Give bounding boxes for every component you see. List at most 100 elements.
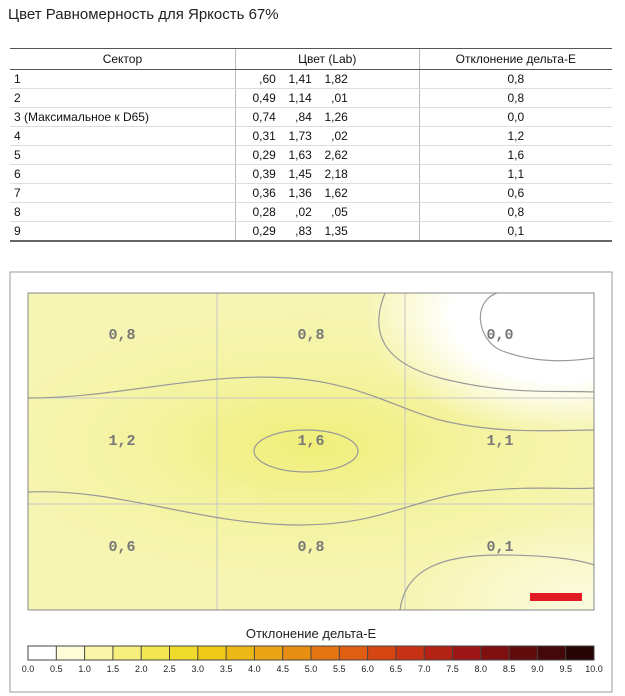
cell-value: 1,2 [108, 433, 135, 450]
colorbar-tick-label: 5.0 [305, 664, 318, 674]
table-row: 6 0,39 1,45 2,18 1,1 [10, 164, 612, 184]
contours [28, 293, 594, 610]
table-row: 3 (Максимальное к D65) 0,74 ,84 1,26 0,0 [10, 107, 612, 127]
cell-value: 0,8 [108, 327, 135, 344]
sector-cell: 3 (Максимальное к D65) [10, 107, 236, 127]
cell-value: 1,6 [297, 433, 324, 450]
lab-value: 0,39 [252, 167, 276, 181]
lab-cell: 0,49 1,14 ,01 [234, 88, 420, 108]
colorbar-segment [339, 646, 368, 660]
sector-cell: 5 [10, 145, 236, 165]
cell-value: 0,0 [486, 327, 513, 344]
sector-cell: 9 [10, 221, 236, 242]
column-header: Отклонение дельта-E [418, 48, 612, 70]
table-row: 5 0,29 1,63 2,62 1,6 [10, 145, 612, 165]
lab-value: ,60 [259, 72, 276, 86]
colorbar-tick-label: 8.0 [475, 664, 488, 674]
colorbar-tick-label: 6.0 [361, 664, 374, 674]
header-row: Сектор Цвет (Lab) Отклонение дельта-E [10, 48, 612, 70]
lab-value: ,84 [295, 110, 312, 124]
cell-value: 1,1 [486, 433, 513, 450]
lab-value: ,02 [331, 129, 348, 143]
colorbar-segment [480, 646, 510, 660]
lab-value: 1,82 [324, 72, 348, 86]
table-row: 1 ,60 1,41 1,82 0,8 [10, 69, 612, 89]
sector-cell: 6 [10, 164, 236, 184]
colorbar-segment [169, 646, 198, 660]
lab-value: 0,74 [252, 110, 276, 124]
colorbar-segment [367, 646, 396, 660]
lab-value: 0,49 [252, 91, 276, 105]
lab-cell: 0,29 ,83 1,35 [234, 221, 420, 242]
colorbar-tick-label: 10.0 [585, 664, 603, 674]
colorbar-tick-label: 8.5 [503, 664, 516, 674]
table-row: 4 0,31 1,73 ,02 1,2 [10, 126, 612, 146]
delta-e-cell: 0,0 [418, 107, 612, 127]
table-row: 7 0,36 1,36 1,62 0,6 [10, 183, 612, 203]
colorbar-segment [565, 646, 594, 660]
lab-value: 1,73 [288, 129, 312, 143]
table-row: 2 0,49 1,14 ,01 0,8 [10, 88, 612, 108]
colorbar-segment [197, 646, 227, 660]
colorbar-segment [509, 646, 538, 660]
colorbar-tick-label: 1.0 [78, 664, 91, 674]
sector-cell: 1 [10, 69, 236, 89]
lab-value: 1,36 [288, 186, 312, 200]
lab-cell: 0,74 ,84 1,26 [234, 107, 420, 127]
sector-cell: 7 [10, 183, 236, 203]
lab-value: 1,63 [288, 148, 312, 162]
sector-cell: 2 [10, 88, 236, 108]
colorbar-segment [254, 646, 283, 660]
lab-value: 0,28 [252, 205, 276, 219]
colorbar-tick-label: 2.0 [135, 664, 148, 674]
lab-cell: 0,28 ,02 ,05 [234, 202, 420, 222]
lab-value: ,05 [331, 205, 348, 219]
colorbar-segment [226, 646, 255, 660]
plot-frame [27, 292, 595, 611]
delta-e-cell: 0,8 [418, 69, 612, 89]
table-row: 8 0,28 ,02 ,05 0,8 [10, 202, 612, 222]
lab-cell: 0,31 1,73 ,02 [234, 126, 420, 146]
delta-e-cell: 1,2 [418, 126, 612, 146]
cell-value: 0,8 [297, 539, 324, 556]
colorbar-segment [112, 646, 142, 660]
heatmap-area [28, 293, 594, 610]
colorbar-tick-label: 3.0 [192, 664, 205, 674]
column-header: Сектор [10, 48, 236, 70]
table-row: 9 0,29 ,83 1,35 0,1 [10, 221, 612, 242]
colorbar-tick-label: 4.0 [248, 664, 261, 674]
colorbar-tick-label: 9.0 [531, 664, 544, 674]
lab-value: 2,18 [324, 167, 348, 181]
sector-cell: 4 [10, 126, 236, 146]
colorbar-tick-label: 0.0 [22, 664, 35, 674]
colorbar-tick-label: 4.5 [276, 664, 289, 674]
lab-value: ,01 [331, 91, 348, 105]
colorbar-segment [311, 646, 340, 660]
lab-value: 2,62 [324, 148, 348, 162]
lab-value: 1,26 [324, 110, 348, 124]
delta-e-cell: 0,8 [418, 202, 612, 222]
data-table: Сектор Цвет (Lab) Отклонение дельта-E 1,60… [10, 48, 612, 242]
colorbar-segment [395, 646, 425, 660]
lab-value: 1,62 [324, 186, 348, 200]
lab-cell: ,60 1,41 1,82 [234, 69, 420, 89]
delta-e-cell: 1,6 [418, 145, 612, 165]
colorbar-segment [452, 646, 481, 660]
lab-value: 0,29 [252, 148, 276, 162]
column-header: Цвет (Lab) [234, 48, 420, 70]
delta-e-cell: 0,1 [418, 221, 612, 242]
colorbar-tick-label: 7.0 [418, 664, 431, 674]
lab-value: 1,35 [324, 224, 348, 238]
lab-cell: 0,39 1,45 2,18 [234, 164, 420, 184]
lab-value: 1,45 [288, 167, 312, 181]
marker [530, 593, 582, 601]
colorbar-segment [56, 646, 85, 660]
colorbar-tick-label: 3.5 [220, 664, 233, 674]
table-body: 1,60 1,41 1,82 0,8 2 0,49 1,14,01 0,8 3 (Максима… [10, 69, 612, 242]
colorbar-segment [141, 646, 170, 660]
colorbar-tick-label: 9.5 [559, 664, 572, 674]
cell-value: 0,1 [486, 539, 513, 556]
colorbar-tick-label: 7.5 [446, 664, 459, 674]
